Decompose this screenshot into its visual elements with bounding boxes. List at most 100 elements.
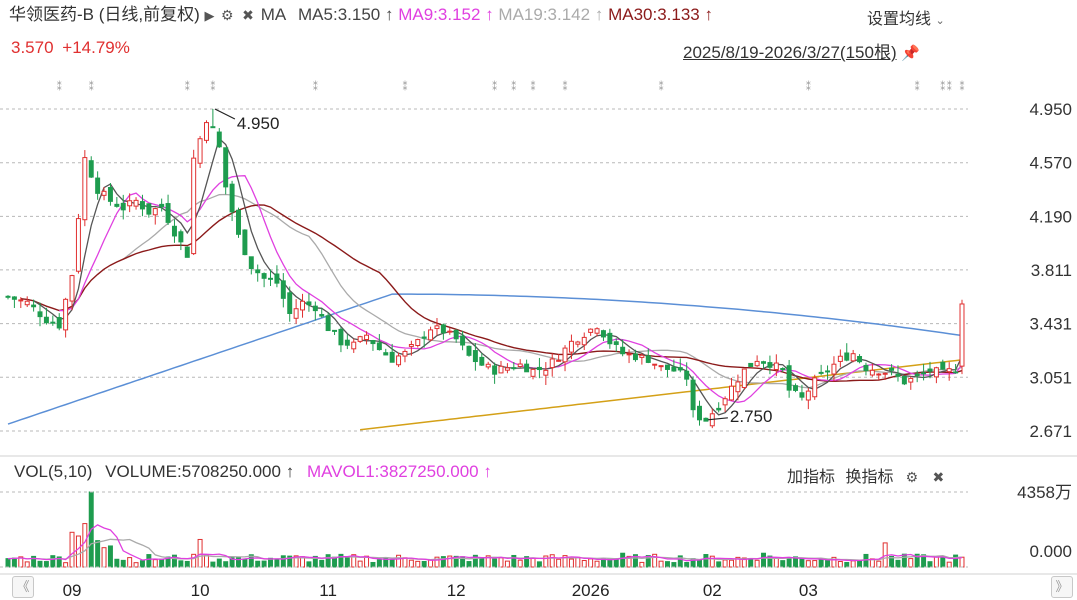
annotation-label: 4.950	[237, 114, 280, 133]
scroll-left-button[interactable]: 《	[12, 576, 34, 598]
volume-bar	[639, 561, 645, 568]
volume-bar	[159, 558, 165, 568]
volume-bar	[236, 556, 241, 568]
date-tick-label: 12	[447, 581, 466, 600]
date-tick-label: 03	[799, 581, 818, 600]
scroll-right-button[interactable]: 》	[1051, 576, 1073, 598]
volume-bar	[709, 555, 715, 568]
candle-body	[914, 373, 920, 377]
volume-bar	[223, 561, 229, 568]
candle-body	[242, 229, 248, 256]
candle-body	[626, 353, 632, 356]
candle-body	[159, 203, 165, 208]
volume-bar	[376, 559, 382, 568]
ma19-line	[122, 193, 963, 389]
candle-body	[658, 365, 664, 368]
volume-bar	[466, 561, 472, 568]
volume-bar	[831, 556, 837, 568]
event-mark: ⁑	[531, 81, 536, 93]
candle-body	[69, 275, 75, 302]
date-range[interactable]: 2025/8/19-2026/3/27(150根) 📌	[683, 38, 920, 63]
volume-bar	[114, 558, 120, 568]
close-icon[interactable]: ✖	[932, 469, 945, 485]
candle-body	[876, 373, 882, 376]
volume-bar	[946, 561, 952, 568]
candle-body	[536, 366, 542, 371]
extreme-annotations: 4.950 2.750	[214, 108, 773, 426]
candle-body	[748, 362, 754, 367]
candle-body	[959, 303, 965, 367]
price-axis: 4.950 4.570 4.190 3.811 3.431 3.051 2.671	[1029, 100, 1072, 441]
switch-indicator-button[interactable]: 换指标	[845, 469, 894, 486]
candle-body	[645, 355, 651, 363]
candle-body	[421, 336, 427, 339]
candle-body	[440, 324, 446, 334]
volume-bar	[133, 562, 139, 568]
candle-body	[524, 363, 530, 373]
volume-bar	[812, 560, 818, 568]
ma5-value: MA5:3.150	[298, 5, 381, 24]
volume-bar	[255, 560, 261, 568]
volume-bar	[434, 556, 440, 568]
close-icon[interactable]: ✖	[242, 7, 254, 23]
add-indicator-button[interactable]: 加指标	[787, 469, 836, 486]
candle-body	[268, 277, 273, 280]
volume-bar	[338, 553, 344, 568]
volume-bar	[921, 554, 927, 568]
candle-body	[351, 341, 357, 350]
date-tick-label: 2026	[572, 581, 610, 600]
volume-header: VOL(5,10) VOLUME:5708250.000 ↑ MAVOL1:38…	[14, 462, 492, 482]
volume-bar	[568, 558, 574, 568]
play-icon[interactable]: ▶	[204, 8, 215, 23]
annotation-label: 2.750	[730, 407, 773, 426]
event-mark: ⁑	[511, 81, 516, 93]
volume-bar	[556, 558, 562, 568]
candle-body	[50, 321, 56, 324]
chart-mode: (日线,前复权)	[98, 5, 200, 24]
event-mark: ⁑	[960, 81, 965, 93]
volume-bar	[402, 557, 408, 568]
volume-bar	[729, 559, 734, 568]
candle-body	[370, 340, 376, 345]
volume-bar	[895, 559, 901, 568]
volume-bar	[825, 559, 831, 568]
candle-body	[831, 363, 837, 375]
candle-body	[24, 300, 30, 306]
event-marks: ⁑ ⁑ ⁑ ⁑ ⁑ ⁑ ⁑ ⁑ ⁑ ⁑ ⁑ ⁑ ⁑ ⁑⁑ ⁑	[57, 81, 965, 93]
candle-body	[837, 355, 843, 362]
chevron-down-icon: ⌄	[935, 15, 945, 27]
candle-body	[741, 368, 747, 389]
gear-icon[interactable]: ⚙	[220, 7, 234, 23]
candle-body	[5, 295, 11, 298]
candle-body	[88, 160, 94, 178]
volume-bar	[203, 555, 209, 568]
mavol-arrow: ↑	[483, 462, 492, 481]
ma9-line	[59, 175, 963, 403]
candle-body	[921, 372, 927, 375]
ma9-arrow: ↑	[485, 5, 494, 24]
ma19-value: MA19:3.142	[498, 5, 591, 24]
candle-body	[805, 390, 811, 401]
volume-bar	[325, 554, 331, 568]
ma-settings-button[interactable]: 设置均线 ⌄	[867, 5, 945, 29]
volume-bar	[498, 557, 504, 568]
gear-icon[interactable]: ⚙	[905, 469, 919, 485]
pin-icon[interactable]: 📌	[901, 45, 921, 62]
stock-name[interactable]: 华领医药-B	[9, 5, 94, 24]
candle-body	[882, 372, 888, 375]
candle-body	[472, 350, 478, 363]
volume-bar	[780, 560, 786, 568]
ma-settings-label: 设置均线	[867, 11, 932, 28]
candle-body	[332, 329, 338, 332]
ma-label: MA	[260, 5, 286, 24]
candle-body	[447, 330, 453, 333]
volume-bar	[31, 555, 37, 568]
date-tick-label: 02	[703, 581, 722, 600]
candle-body	[549, 358, 555, 369]
candle-body	[31, 304, 37, 308]
volume-bar	[351, 554, 357, 568]
ma60-line	[7, 293, 963, 425]
candle-body	[11, 296, 17, 300]
candle-body	[306, 301, 312, 306]
